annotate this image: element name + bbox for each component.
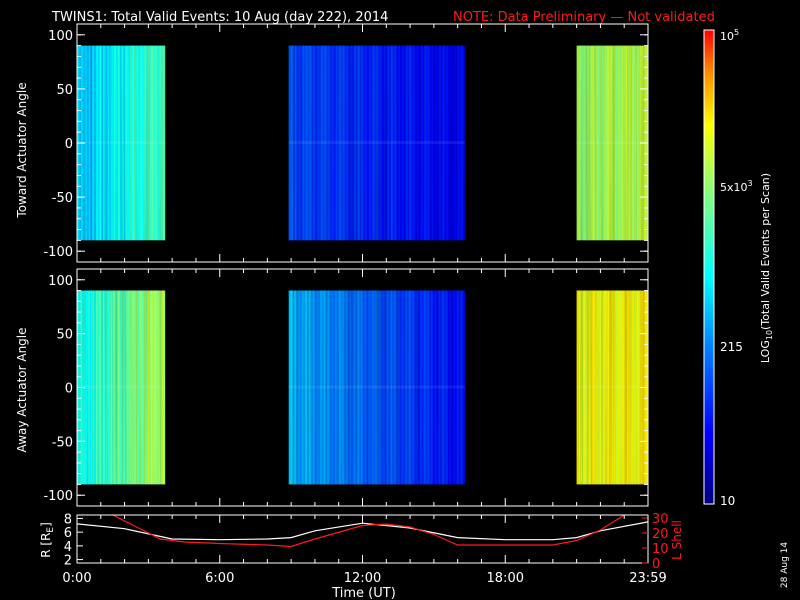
heatmap-texture <box>288 45 465 241</box>
chart-title: TWINS1: Total Valid Events: 10 Aug (day … <box>51 10 388 25</box>
radius-line <box>77 521 648 541</box>
time-tick-label: 23:59 <box>629 571 666 586</box>
radius-axis-label: R [RE] <box>39 522 56 558</box>
lshell-tick-label: 10 <box>652 542 669 557</box>
zero-angle-band <box>288 141 465 144</box>
y-tick-label: 100 <box>48 29 73 44</box>
y-tick-label: 50 <box>56 328 73 343</box>
radius-tick-label: 8 <box>64 512 72 527</box>
zero-angle-band <box>576 385 648 389</box>
away-angle-label: Away Actuator Angle <box>15 327 29 452</box>
time-tick-label: 6:00 <box>205 571 234 586</box>
time-tick-label: 18:00 <box>487 571 524 586</box>
time-axis-label: Time (UT) <box>331 586 396 600</box>
y-tick-label: -50 <box>52 191 73 206</box>
y-tick-label: 50 <box>56 83 73 98</box>
lshell-tick-label: 20 <box>652 527 669 542</box>
heatmap-texture <box>288 290 465 485</box>
heatmap-texture <box>576 290 648 485</box>
colorbar-tick-label: 105 <box>720 28 739 43</box>
data-segment <box>77 290 166 485</box>
data-segment <box>576 45 648 241</box>
lshell-line <box>112 515 625 548</box>
lshell-tick-label: 0 <box>652 557 660 572</box>
colorbar-gradient <box>703 29 715 505</box>
colorbar-tick-label: 10 <box>720 494 735 508</box>
heatmap-texture <box>77 45 166 241</box>
data-segment <box>288 290 465 485</box>
radius-tick-label: 4 <box>64 540 72 555</box>
colorbar-label: LOG10(Total Valid Events per Scan) <box>759 173 774 363</box>
date-stamp: 28 Aug 14 <box>780 542 790 588</box>
y-tick-label: -100 <box>43 245 73 260</box>
preliminary-note: NOTE: Data Preliminary — Not validated <box>453 10 715 25</box>
y-tick-label: -50 <box>52 435 73 450</box>
heatmap-texture <box>77 290 166 485</box>
heatmap-texture <box>576 45 648 241</box>
data-segment <box>288 45 465 241</box>
colorbar-tick-label: 5x103 <box>720 179 753 194</box>
zero-angle-band <box>288 385 465 389</box>
radius-tick-label: 2 <box>64 554 72 569</box>
time-tick-label: 12:00 <box>344 571 381 586</box>
zero-angle-band <box>77 385 166 389</box>
radius-tick-label: 6 <box>64 526 72 541</box>
y-tick-label: -100 <box>43 489 73 504</box>
toward-angle-panel: 100 50 0 -50 -100 <box>43 23 649 263</box>
lshell-tick-label: 30 <box>652 512 669 527</box>
data-segment <box>576 290 648 485</box>
toward-angle-label: Toward Actuator Angle <box>15 82 29 218</box>
colorbar: 10 215 5x103 105 LOG10(Total Valid Event… <box>703 28 774 508</box>
y-tick-label: 0 <box>65 137 73 152</box>
zero-angle-band <box>77 141 166 144</box>
lshell-axis-label: L Shell <box>670 520 684 560</box>
colorbar-tick-label: 215 <box>720 340 743 354</box>
data-segment <box>77 45 166 241</box>
time-tick-label: 0:00 <box>62 571 91 586</box>
zero-angle-band <box>576 141 648 144</box>
y-tick-label: 0 <box>65 382 73 397</box>
y-tick-label: 100 <box>48 274 73 289</box>
away-angle-panel: 100 50 0 -50 -100 <box>43 268 649 507</box>
